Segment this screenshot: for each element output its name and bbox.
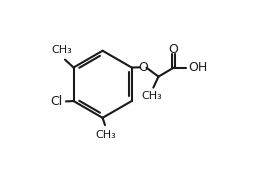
Text: CH₃: CH₃ [95, 130, 116, 139]
Text: OH: OH [188, 61, 207, 74]
Text: O: O [169, 43, 179, 56]
Text: Cl: Cl [50, 95, 62, 108]
Text: CH₃: CH₃ [142, 91, 162, 101]
Text: CH₃: CH₃ [51, 45, 72, 55]
Text: O: O [138, 61, 148, 74]
